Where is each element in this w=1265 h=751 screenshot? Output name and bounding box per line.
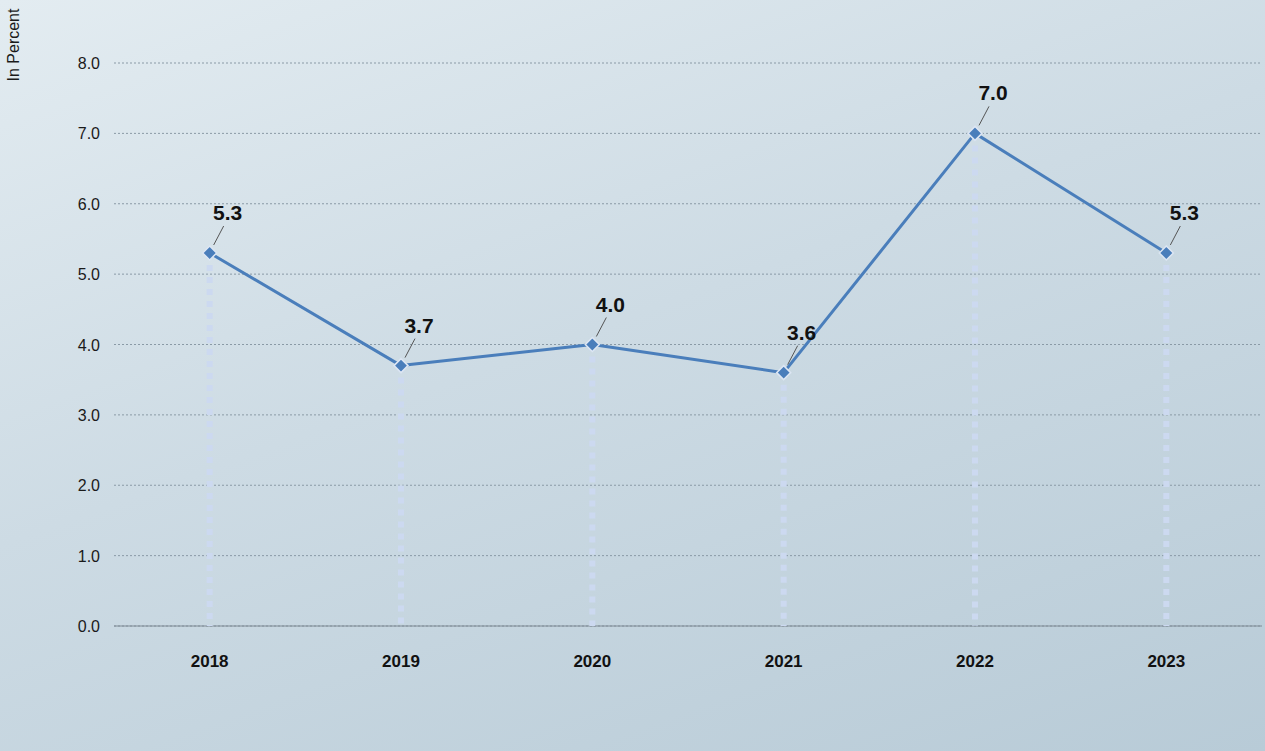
y-tick-label: 2.0: [78, 477, 100, 494]
leader-line: [979, 106, 989, 125]
drop-line: [972, 133, 978, 626]
marks: [203, 126, 1174, 626]
x-tick-label: 2018: [191, 652, 229, 671]
data-label: 3.6: [787, 321, 816, 344]
grid-line: [114, 555, 1262, 556]
leader-line: [1170, 226, 1180, 245]
marker: [968, 126, 982, 140]
drop-line: [398, 366, 404, 626]
data-label: 4.0: [596, 293, 625, 316]
y-tick-label: 7.0: [78, 125, 100, 142]
x-tick-label: 2022: [956, 652, 994, 671]
y-tick-label: 6.0: [78, 196, 100, 213]
data-label: 3.7: [404, 314, 433, 337]
drop-line: [589, 345, 595, 627]
marker: [777, 366, 791, 380]
grid-line: [114, 414, 1262, 415]
leader-line: [788, 346, 798, 365]
leader-line: [214, 226, 224, 245]
y-axis-title: In Percent: [5, 8, 22, 81]
grid-line: [114, 485, 1262, 486]
data-label: 7.0: [978, 81, 1007, 104]
y-tick-label: 1.0: [78, 548, 100, 565]
marker: [203, 246, 217, 260]
leader-line: [596, 318, 606, 337]
chart: 0.0 1.0 2.0 3.0 4.0 5.0 6.0 7.0 8.0 In Percent 201…: [0, 0, 1265, 751]
y-tick-label: 3.0: [78, 407, 100, 424]
grid-line: [114, 274, 1262, 275]
grid-line: [114, 626, 1262, 627]
drop-line: [1163, 253, 1169, 626]
data-label: 5.3: [1170, 201, 1199, 224]
marker: [585, 338, 599, 352]
y-tick-label: 8.0: [78, 55, 100, 72]
marker: [394, 359, 408, 373]
data-line: [210, 133, 1167, 372]
leader-line: [405, 339, 415, 358]
marker: [1159, 246, 1173, 260]
grid-line: [114, 344, 1262, 345]
drop-line: [207, 253, 213, 626]
data-label: 5.3: [213, 201, 242, 224]
x-tick-label: 2021: [765, 652, 803, 671]
x-tick-label: 2019: [382, 652, 420, 671]
drop-line: [781, 373, 787, 626]
grid-line: [114, 133, 1262, 134]
y-tick-label: 0.0: [78, 618, 100, 635]
x-tick-label: 2020: [573, 652, 611, 671]
y-tick-label: 4.0: [78, 337, 100, 354]
x-axis-line: [114, 625, 1262, 626]
grid-line: [114, 63, 1262, 64]
y-tick-label: 5.0: [78, 266, 100, 283]
x-tick-label: 2023: [1147, 652, 1185, 671]
